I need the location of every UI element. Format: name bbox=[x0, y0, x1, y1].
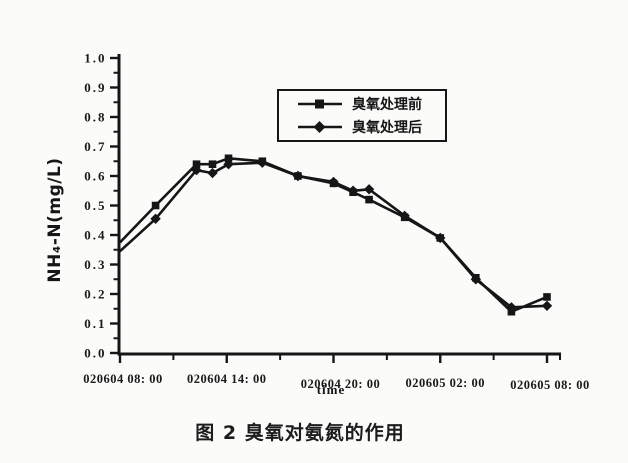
y-tick-label: 1.0 bbox=[84, 51, 106, 66]
y-tick-label: 0.5 bbox=[84, 198, 106, 213]
marker-diamond bbox=[150, 213, 161, 224]
marker-diamond bbox=[347, 185, 359, 196]
x-tick-label: 020605 08: 00 bbox=[510, 378, 589, 392]
marker-diamond bbox=[207, 167, 218, 179]
x-tick-label: 020604 20: 00 bbox=[301, 377, 380, 391]
figure-caption: 图 2 臭氧对氨氮的作用 bbox=[195, 422, 405, 444]
y-tick-label: 0.4 bbox=[84, 228, 106, 243]
y-axis-title: NH₄-N(mg/L) bbox=[45, 157, 65, 283]
x-tick-label: 020604 14: 00 bbox=[187, 372, 266, 386]
y-tick-label: 0.9 bbox=[84, 80, 106, 95]
y-tick-label: 0.2 bbox=[84, 287, 106, 302]
y-tick-label: 0.7 bbox=[84, 139, 106, 154]
y-tick-label: 0.0 bbox=[84, 346, 106, 361]
marker-diamond bbox=[399, 210, 410, 222]
y-tick-label: 0.1 bbox=[84, 316, 106, 331]
marker-square bbox=[224, 154, 233, 163]
x-tick-label: 020604 08: 00 bbox=[83, 372, 162, 386]
marker-diamond bbox=[328, 176, 339, 188]
marker-square bbox=[208, 160, 217, 168]
marker-diamond bbox=[506, 302, 517, 313]
y-tick-label: 0.6 bbox=[84, 169, 106, 184]
legend-label-after-treatment: 臭氧处理后 bbox=[352, 120, 422, 136]
marker-diamond bbox=[257, 157, 268, 168]
x-axis-title: time bbox=[316, 382, 346, 397]
legend-item-after-treatment: 臭氧处理后 bbox=[297, 117, 445, 137]
legend-item-before-treatment: 臭氧处理前 bbox=[297, 94, 445, 114]
marker-diamond bbox=[191, 164, 202, 176]
marker-diamond bbox=[470, 274, 482, 285]
marker-diamond bbox=[363, 184, 375, 195]
marker-square bbox=[192, 160, 201, 168]
chart-area: 0.0 0.1 0.2 0.3 0.4 0.5 0.6 0.7 0.8 0.9 1.0 020604 … bbox=[45, 51, 589, 398]
y-tick-label: 0.3 bbox=[84, 257, 106, 272]
legend-line-diamond-icon bbox=[298, 121, 342, 133]
marker-square bbox=[365, 195, 373, 204]
legend-line-square-icon bbox=[298, 99, 342, 109]
legend-label-before-treatment: 臭氧处理前 bbox=[352, 97, 422, 113]
marker-square bbox=[543, 293, 551, 301]
marker-diamond bbox=[541, 300, 553, 311]
plot-svg: 0.0 0.1 0.2 0.3 0.4 0.5 0.6 0.7 0.8 0.9 1.0 020604 … bbox=[83, 51, 589, 393]
marker-square bbox=[151, 201, 160, 210]
marker-diamond bbox=[435, 232, 446, 244]
x-tick-label: 020605 02: 00 bbox=[406, 376, 485, 390]
y-tick-label: 0.8 bbox=[84, 110, 106, 125]
marker-diamond bbox=[292, 170, 304, 182]
legend: 臭氧处理前 臭氧处理后 bbox=[277, 89, 447, 142]
marker-diamond bbox=[223, 159, 234, 170]
